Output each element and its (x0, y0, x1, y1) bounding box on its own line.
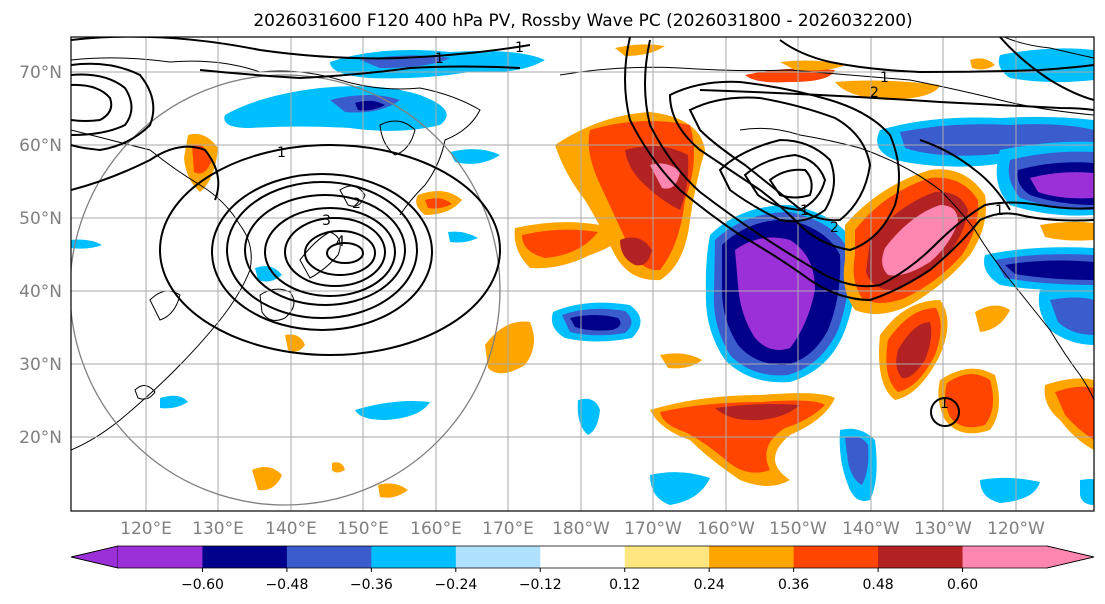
contour-label: 2 (352, 196, 361, 212)
colorbar-extend-right (1046, 545, 1095, 569)
lat-label: 30°N (19, 355, 62, 375)
lon-label: 120°W (987, 519, 1045, 539)
colorbar-tick-label: 0.24 (694, 577, 725, 593)
colorbar-tick-label: −0.24 (434, 577, 477, 593)
lon-label: 160°E (410, 519, 462, 539)
contour-label: 1 (995, 203, 1004, 219)
contour-label: 1 (435, 51, 444, 67)
contour-label: 2 (830, 220, 839, 236)
colorbar-segment (371, 546, 457, 568)
colorbar-segment (202, 546, 288, 568)
lat-label: 60°N (19, 136, 62, 156)
map-area: 1 1 1 2 3 4 1 2 1 2 1 1 (71, 37, 1094, 511)
lon-label: 130°W (914, 519, 972, 539)
contour-label: 1 (515, 40, 524, 56)
contour-label: 2 (870, 85, 879, 101)
colorbar-tick-label: −0.60 (181, 577, 224, 593)
lat-label: 40°N (19, 282, 62, 302)
contour-label: 1 (940, 396, 949, 412)
lon-label: 180°W (552, 519, 610, 539)
figure-title: 2026031600 F120 400 hPa PV, Rossby Wave … (253, 11, 912, 31)
colorbar-segment (962, 546, 1048, 568)
lon-label: 140°E (265, 519, 317, 539)
contour-label: 4 (336, 234, 345, 250)
lat-label: 20°N (19, 428, 62, 448)
colorbar-outline (70, 545, 1095, 569)
contour-labels: 1 1 1 2 3 4 1 2 1 2 1 1 (277, 40, 1004, 412)
lon-label: 150°E (337, 519, 389, 539)
colorbar-segment (118, 546, 203, 568)
lat-label: 70°N (19, 63, 62, 83)
colorbar-segment (624, 546, 710, 568)
colorbar-tick-label: 0.60 (947, 577, 978, 593)
colorbar-tick-label: −0.48 (265, 577, 308, 593)
latitude-labels: 70°N 60°N 50°N 40°N 30°N 20°N (19, 63, 62, 448)
colorbar-tick-label: 0.36 (778, 577, 809, 593)
colorbar-tick-label: −0.12 (519, 577, 562, 593)
coastlines (71, 37, 1094, 451)
contour-label: 1 (880, 70, 889, 86)
colorbar-segment (540, 546, 626, 568)
lon-label: 160°W (697, 519, 755, 539)
contour-label: 1 (800, 203, 809, 219)
colorbar-tick-label: 0.12 (609, 577, 640, 593)
longitude-labels: 120°E 130°E 140°E 150°E 160°E 170°E 180°… (120, 519, 1045, 539)
colorbar-segment (709, 546, 795, 568)
pv-contours (71, 37, 1094, 427)
colorbar-extend-left (70, 545, 119, 569)
lon-label: 130°E (192, 519, 244, 539)
colorbar-tick-label: −0.36 (350, 577, 393, 593)
colorbar-segment (455, 546, 541, 568)
lat-label: 50°N (19, 209, 62, 229)
contour-label: 1 (277, 145, 286, 161)
colorbar-tick-label: 0.48 (863, 577, 894, 593)
map-frame (70, 36, 1095, 512)
lon-label: 170°W (624, 519, 682, 539)
colorbar: −0.60 −0.48 −0.36 −0.24 −0.12 0.12 0.24 0.36 0.4… (70, 545, 1095, 593)
range-ring (71, 74, 501, 506)
colorbar-segment (878, 546, 964, 568)
contour-label: 3 (322, 213, 331, 229)
lon-label: 150°W (769, 519, 827, 539)
colorbar-segment (286, 546, 372, 568)
lon-label: 170°E (482, 519, 534, 539)
colorbar-segment (793, 546, 879, 568)
lon-label: 120°E (120, 519, 172, 539)
lon-label: 140°W (842, 519, 900, 539)
map-gridlines (71, 37, 1094, 511)
